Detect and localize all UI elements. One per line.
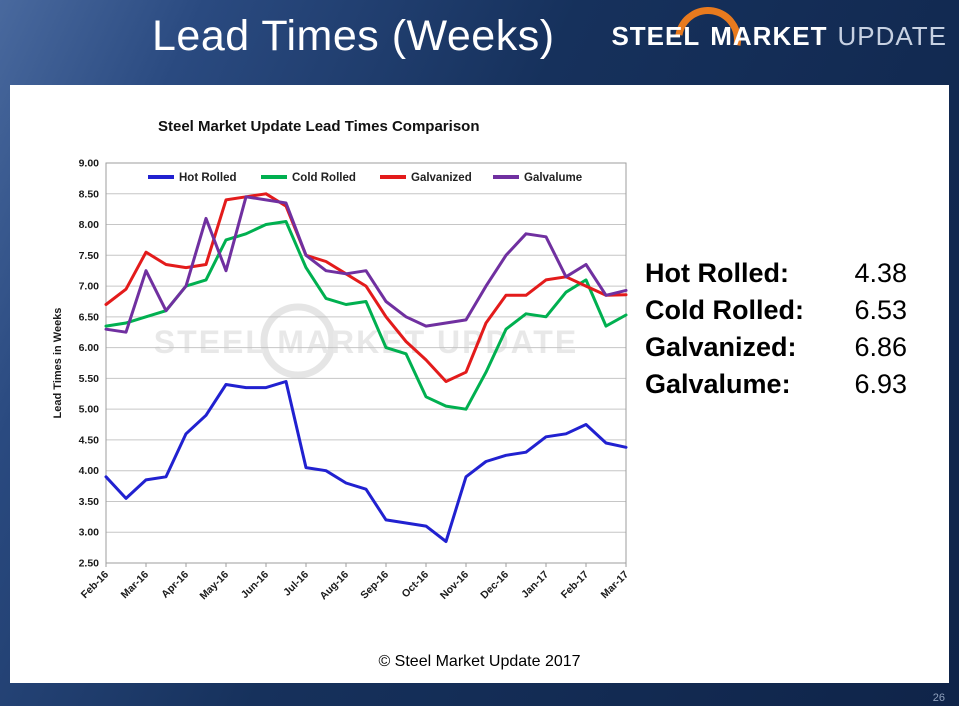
svg-text:4.50: 4.50	[79, 434, 100, 446]
svg-text:3.50: 3.50	[79, 496, 100, 508]
svg-text:May-16: May-16	[197, 569, 231, 603]
lead-times-line-chart: 2.50 3.00 3.50 4.00 4.50 5.00 5.50 6.00 6.50 7.00…	[52, 158, 632, 603]
svg-text:5.00: 5.00	[79, 404, 100, 416]
slide-header: Lead Times (Weeks) STEEL MARKET UPDATE	[0, 0, 959, 86]
svg-text:Mar-17: Mar-17	[599, 569, 632, 602]
svg-text:Feb-16: Feb-16	[79, 569, 112, 602]
svg-text:2.50: 2.50	[79, 558, 100, 570]
stat-label: Galvalume:	[645, 369, 791, 399]
stat-row-galvalume: Galvalume: 6.93	[645, 366, 907, 403]
svg-text:Nov-16: Nov-16	[438, 569, 471, 602]
svg-text:Galvalume: Galvalume	[524, 172, 582, 184]
page-number: 26	[932, 692, 945, 704]
svg-text:3.00: 3.00	[79, 527, 100, 539]
stat-value: 6.53	[854, 295, 907, 325]
svg-text:8.50: 8.50	[79, 188, 100, 200]
svg-text:Galvanized: Galvanized	[411, 172, 472, 184]
svg-text:Sep-16: Sep-16	[358, 569, 391, 602]
svg-text:Jul-16: Jul-16	[281, 569, 311, 599]
logo-update-text: UPDATE	[837, 21, 947, 51]
svg-text:7.50: 7.50	[79, 250, 100, 262]
logo-steel-text: STEEL	[611, 21, 701, 51]
svg-text:6.50: 6.50	[79, 311, 100, 323]
copyright-text: © Steel Market Update 2017	[378, 653, 581, 670]
slide-body: Steel Market Update Lead Times Compariso…	[10, 85, 949, 683]
page-title: Lead Times (Weeks)	[152, 12, 555, 60]
stat-row-galvanized: Galvanized: 6.86	[645, 329, 907, 366]
stat-value: 6.86	[854, 332, 907, 362]
svg-text:7.00: 7.00	[79, 281, 100, 293]
stat-label: Hot Rolled:	[645, 258, 789, 288]
svg-text:Jun-16: Jun-16	[239, 569, 272, 602]
smu-logo: STEEL MARKET UPDATE	[611, 0, 947, 86]
svg-text:Aug-16: Aug-16	[317, 569, 351, 603]
svg-text:Apr-16: Apr-16	[159, 569, 191, 601]
stat-row-cold-rolled: Cold Rolled: 6.53	[645, 292, 907, 329]
svg-text:Oct-16: Oct-16	[400, 569, 432, 601]
svg-text:6.00: 6.00	[79, 342, 100, 354]
stat-label: Cold Rolled:	[645, 295, 804, 325]
svg-text:Cold Rolled: Cold Rolled	[292, 172, 356, 184]
svg-text:Mar-16: Mar-16	[119, 569, 152, 602]
stats-panel: Hot Rolled: 4.38 Cold Rolled: 6.53 Galva…	[645, 255, 907, 403]
svg-text:4.00: 4.00	[79, 465, 100, 477]
chart-title: Steel Market Update Lead Times Compariso…	[158, 118, 480, 135]
svg-text:Jan-17: Jan-17	[519, 569, 551, 601]
svg-text:5.50: 5.50	[79, 373, 100, 385]
svg-text:Feb-17: Feb-17	[559, 569, 592, 602]
stat-label: Galvanized:	[645, 332, 797, 362]
svg-text:Dec-16: Dec-16	[478, 569, 511, 602]
stat-value: 4.38	[854, 258, 907, 288]
svg-text:Lead Times in Weeks: Lead Times in Weeks	[52, 308, 64, 419]
svg-text:STEEL MARKET UPDATE: STEEL MARKET UPDATE	[154, 324, 578, 360]
logo-market-text: MARKET	[710, 21, 828, 51]
stat-value: 6.93	[854, 369, 907, 399]
svg-text:Hot Rolled: Hot Rolled	[179, 172, 237, 184]
slide-bottom-bar: 26	[0, 683, 959, 706]
svg-text:9.00: 9.00	[79, 158, 100, 170]
svg-text:8.00: 8.00	[79, 219, 100, 231]
stat-row-hot-rolled: Hot Rolled: 4.38	[645, 255, 907, 292]
